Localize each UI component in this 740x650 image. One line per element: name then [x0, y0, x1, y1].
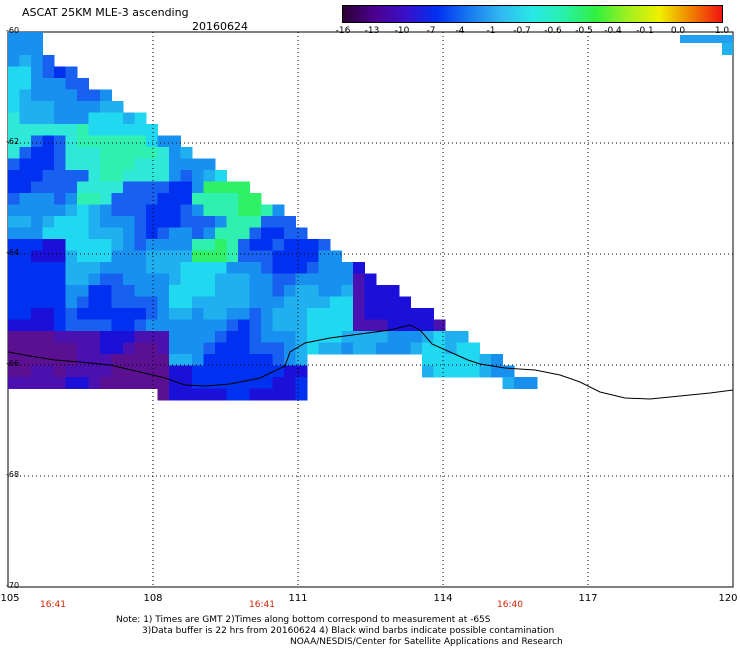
footer-line-2: 3)Data buffer is 22 hrs from 20160624 4)… [142, 626, 555, 636]
colorbar-label: -0.7 [513, 26, 531, 36]
colorbar-label: -4 [455, 26, 465, 36]
latitude-label: -60 [6, 26, 20, 35]
colorbar-label: -16 [335, 26, 351, 36]
map-title: ASCAT 25KM MLE-3 ascending [22, 6, 189, 19]
time-label: 16:41 [249, 600, 275, 610]
colorbar-label: -0.5 [575, 26, 593, 36]
latitude-label: -62 [6, 137, 20, 146]
footer-line-3: NOAA/NESDIS/Center for Satellite Applica… [290, 637, 563, 647]
longitude-label: 108 [143, 593, 163, 604]
latitude-label: -64 [6, 248, 20, 257]
colorbar-label: -0.6 [544, 26, 562, 36]
longitude-label: 105 [0, 593, 20, 604]
corner-swath [680, 35, 733, 43]
colorbar [342, 5, 723, 23]
colorbar-label: -0.1 [636, 26, 654, 36]
coastline [7, 324, 734, 400]
footer-line-1: Note: 1) Times are GMT 2)Times along bot… [116, 615, 491, 625]
wind-map [7, 31, 734, 588]
latitude-label: -68 [6, 470, 20, 479]
colorbar-label: 0.0 [670, 26, 686, 36]
colorbar-label: -1 [486, 26, 496, 36]
longitude-label: 114 [433, 593, 453, 604]
colorbar-label: -0.4 [604, 26, 622, 36]
colorbar-label: 1.0 [714, 26, 730, 36]
colorbar-label: -10 [394, 26, 410, 36]
gridlines [8, 32, 733, 587]
colorbar-labels: -16 -13 -10 -7 -4 -1 -0.7 -0.6 -0.5 -0.4 -0.1 0.0 1.… [330, 26, 740, 38]
time-label: 16:40 [497, 600, 523, 610]
colorbar-gradient [342, 5, 723, 23]
latitude-label: -66 [6, 359, 20, 368]
colorbar-label: -7 [426, 26, 436, 36]
longitude-label: 117 [578, 593, 598, 604]
wind-data-cells [8, 32, 538, 401]
longitude-label: 111 [288, 593, 308, 604]
latitude-label: -70 [6, 581, 20, 590]
colorbar-label: -13 [364, 26, 380, 36]
longitude-label: 120 [718, 593, 738, 604]
time-label: 16:41 [40, 600, 66, 610]
map-date: 20160624 [192, 20, 248, 33]
